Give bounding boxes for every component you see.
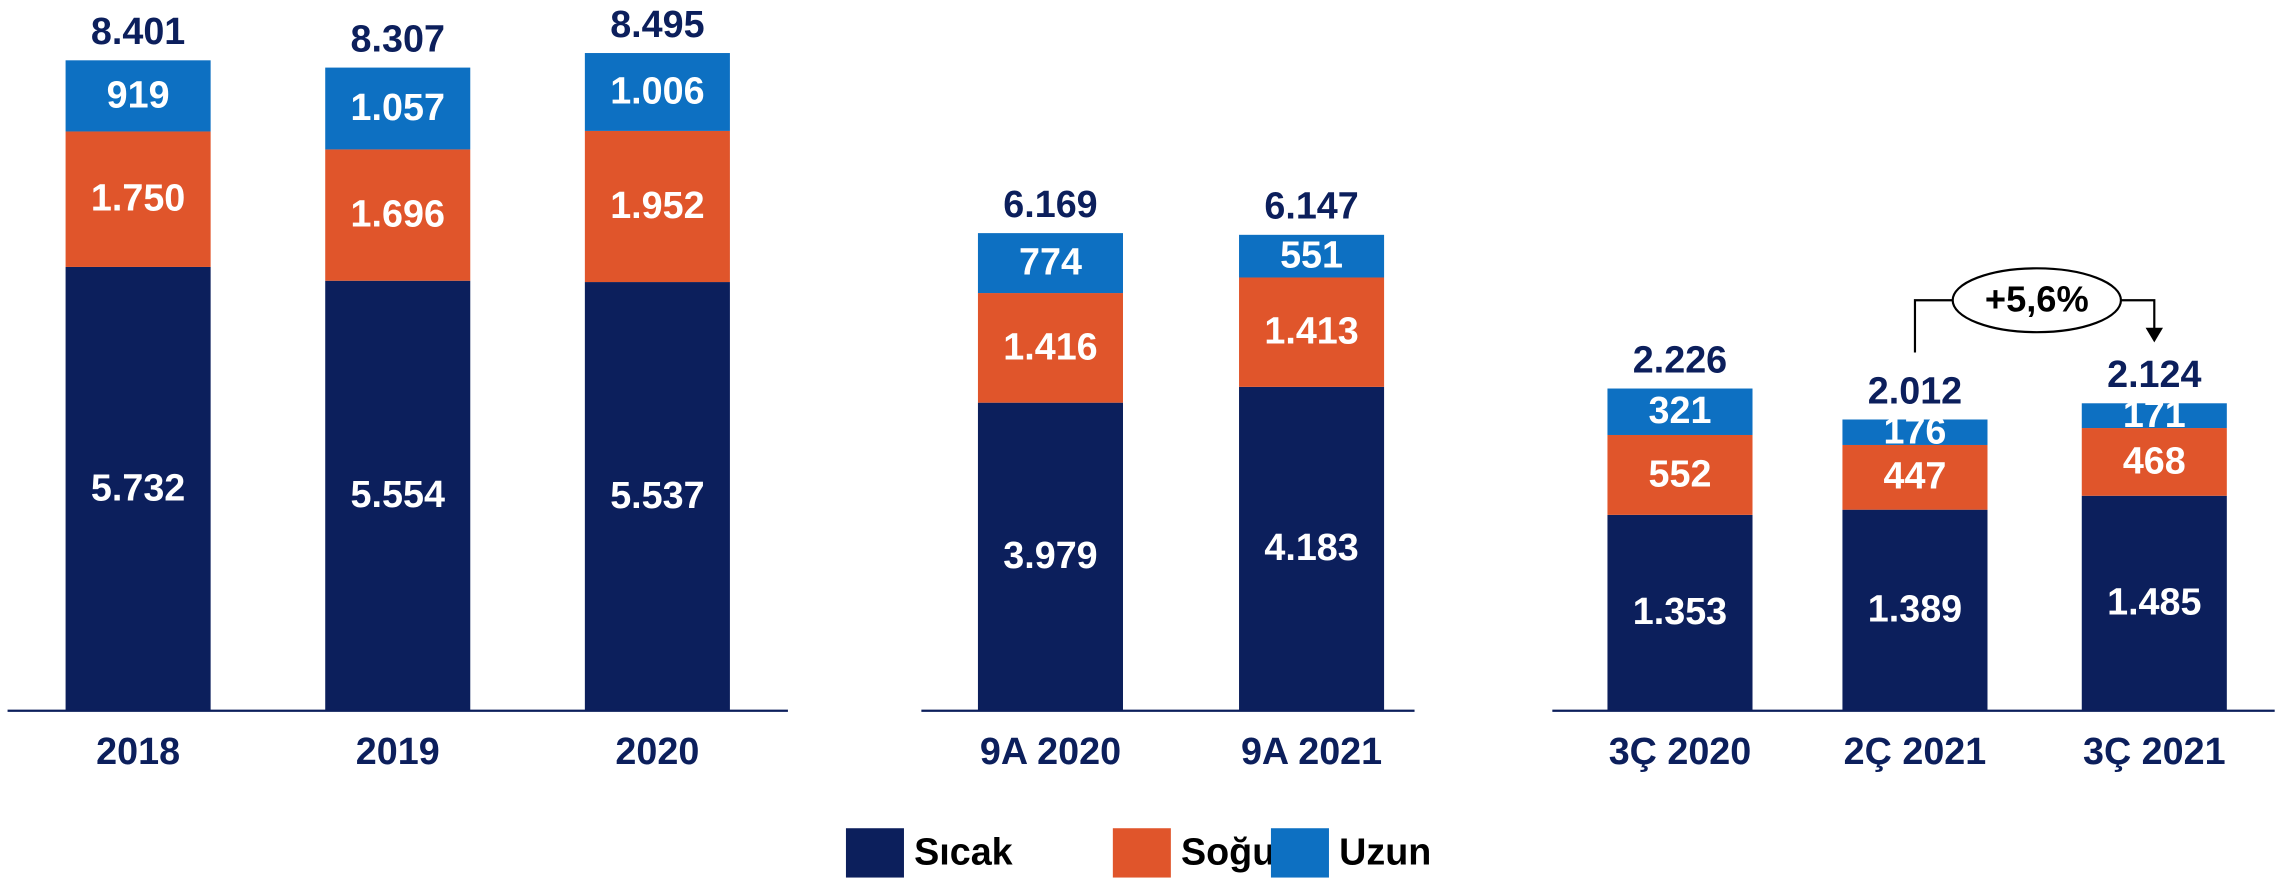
total-label: 2.012 bbox=[1868, 369, 1962, 411]
x-tick-label: 3Ç 2021 bbox=[2083, 730, 2226, 772]
legend-swatch bbox=[1270, 828, 1329, 878]
value-label: 3.979 bbox=[1003, 534, 1097, 576]
value-label: 774 bbox=[1019, 241, 1082, 283]
value-label: 1.485 bbox=[2107, 581, 2201, 623]
annotation-arrowhead bbox=[2145, 327, 2163, 343]
growth-annotation: +5,6% bbox=[1913, 267, 2163, 353]
value-label: 5.732 bbox=[91, 466, 185, 508]
x-tick-label: 9A 2020 bbox=[980, 730, 1121, 772]
x-tick-label: 2019 bbox=[356, 730, 440, 772]
bar-segment bbox=[977, 402, 1123, 711]
value-label: 1.057 bbox=[351, 86, 445, 128]
value-label: 1.696 bbox=[351, 193, 445, 235]
bar-segment bbox=[1607, 388, 1753, 435]
annotation-connector bbox=[1913, 299, 1953, 353]
annotation-text: +5,6% bbox=[1985, 278, 2089, 319]
bar-segment bbox=[1842, 444, 1988, 510]
value-label: 447 bbox=[1884, 455, 1947, 497]
value-label: 5.554 bbox=[351, 473, 445, 515]
total-label: 8.401 bbox=[91, 10, 185, 52]
value-label: 176 bbox=[1884, 410, 1947, 452]
bar-segment bbox=[2081, 403, 2227, 429]
bar-segment bbox=[1239, 234, 1385, 278]
value-label: 171 bbox=[2123, 393, 2186, 435]
bar-segment bbox=[1239, 277, 1385, 387]
annotation-connector bbox=[2120, 299, 2156, 331]
bar-segment bbox=[1607, 514, 1753, 711]
total-label: 8.495 bbox=[610, 3, 704, 45]
value-label: 1.389 bbox=[1868, 588, 1962, 630]
total-label: 8.307 bbox=[351, 17, 445, 59]
bar-segment bbox=[65, 131, 211, 267]
bar-segment bbox=[325, 67, 471, 150]
bar-segment bbox=[325, 149, 471, 281]
value-label: 1.353 bbox=[1633, 590, 1727, 632]
value-label: 1.952 bbox=[610, 184, 704, 226]
bar-segment bbox=[1842, 509, 1988, 711]
x-tick-label: 2Ç 2021 bbox=[1844, 730, 1987, 772]
legend-swatch bbox=[845, 828, 904, 878]
bar-segment bbox=[1239, 386, 1385, 711]
legend-label: Sıcak bbox=[914, 830, 1013, 872]
bar-segment bbox=[977, 233, 1123, 294]
x-tick-label: 9A 2021 bbox=[1241, 730, 1382, 772]
value-label: 468 bbox=[2123, 439, 2186, 481]
annotation-ellipse bbox=[1951, 267, 2123, 334]
value-label: 919 bbox=[107, 73, 170, 115]
bar-segment bbox=[1842, 419, 1988, 445]
value-label: 551 bbox=[1280, 234, 1343, 276]
bar-segment bbox=[325, 280, 471, 711]
value-label: 4.183 bbox=[1264, 526, 1358, 568]
legend-label: Uzun bbox=[1339, 830, 1431, 872]
total-label: 2.124 bbox=[2107, 353, 2201, 395]
x-tick-label: 3Ç 2020 bbox=[1609, 730, 1752, 772]
value-label: 1.416 bbox=[1003, 325, 1097, 367]
bar-segment bbox=[2081, 428, 2227, 496]
value-label: 552 bbox=[1649, 452, 1712, 494]
bar-segment bbox=[584, 282, 730, 711]
bar-segment bbox=[65, 266, 211, 711]
total-label: 2.226 bbox=[1633, 338, 1727, 380]
bar-segment bbox=[1607, 434, 1753, 515]
bar-segment bbox=[977, 293, 1123, 403]
x-tick-label: 2018 bbox=[96, 730, 180, 772]
value-label: 1.006 bbox=[610, 69, 704, 111]
value-label: 5.537 bbox=[610, 474, 704, 516]
value-label: 1.750 bbox=[91, 177, 185, 219]
value-label: 1.413 bbox=[1264, 310, 1358, 352]
bar-segment bbox=[2081, 495, 2227, 711]
total-label: 6.147 bbox=[1264, 185, 1358, 227]
total-label: 6.169 bbox=[1003, 183, 1097, 225]
value-label: 321 bbox=[1649, 389, 1712, 431]
bar-segment bbox=[584, 130, 730, 283]
legend-swatch bbox=[1112, 828, 1171, 878]
bar-segment bbox=[65, 60, 211, 132]
x-tick-label: 2020 bbox=[615, 730, 699, 772]
bar-segment bbox=[584, 53, 730, 131]
